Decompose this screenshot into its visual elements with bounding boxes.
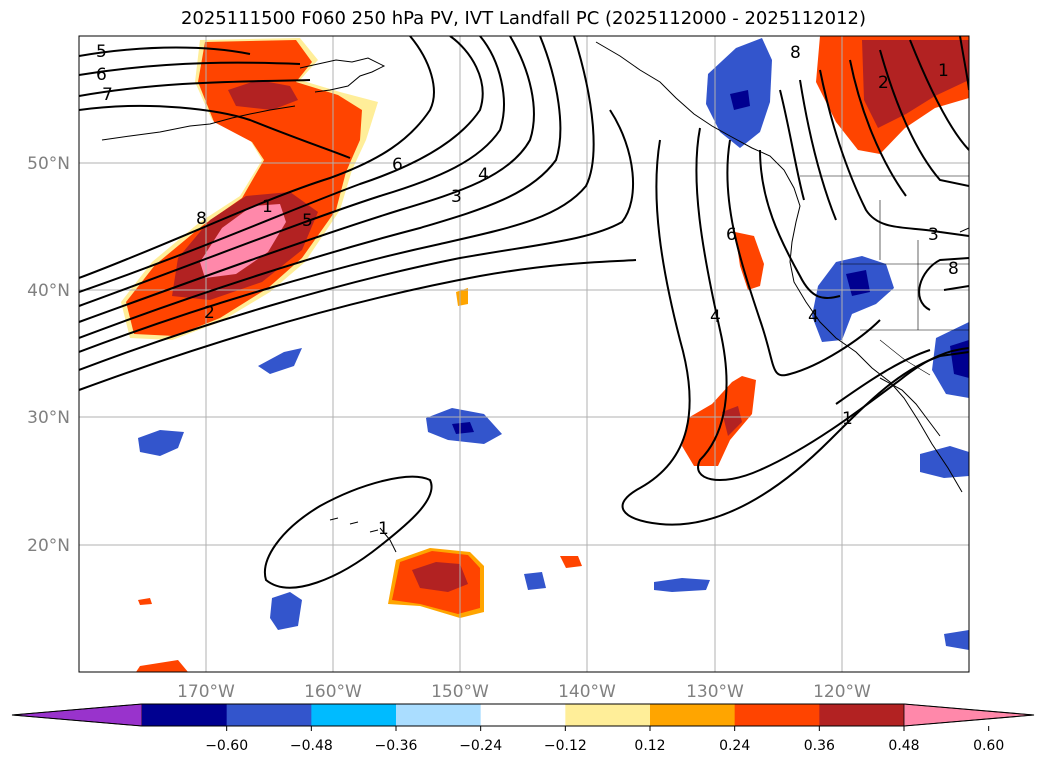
contour-label: 1 xyxy=(938,61,949,81)
map-frame xyxy=(78,35,970,673)
contour-label: 1 xyxy=(842,409,853,429)
contour-labels: 5 6 7 6 4 3 1 8 5 2 8 1 4 6 4 1 2 1 3 8 xyxy=(96,42,959,539)
colorbar-tick-label: 0.36 xyxy=(804,738,835,754)
negative-anomaly-west xyxy=(138,430,184,456)
contour-label: 7 xyxy=(102,85,113,105)
colorbar-tick-label: 0.48 xyxy=(888,738,919,754)
negative-anomaly-hawaii-w xyxy=(270,592,302,630)
contour-label: 6 xyxy=(96,65,107,85)
contour-label: 4 xyxy=(478,165,489,185)
colorbar-tick-label: −0.60 xyxy=(205,738,248,754)
colorbar-tick-label: −0.48 xyxy=(290,738,333,754)
contour-label: 2 xyxy=(204,303,215,323)
negative-anomaly-se xyxy=(944,630,969,650)
colorbar-segment xyxy=(142,704,228,726)
colorbar-segment xyxy=(226,704,312,726)
contour-label: 3 xyxy=(928,225,939,245)
lat-label: 40°N xyxy=(27,281,70,301)
coastlines xyxy=(101,41,969,553)
colorbar-segment xyxy=(565,704,651,726)
negative-anomaly-canada-core xyxy=(730,90,750,110)
colorbar-extend-low xyxy=(11,703,143,727)
positive-anomaly-dot xyxy=(456,288,468,306)
longitude-labels: 170°W 160°W 150°W 140°W 130°W 120°W xyxy=(177,682,871,702)
lon-label: 140°W xyxy=(558,682,616,702)
positive-anomaly-hawaii-core xyxy=(412,562,468,592)
negative-anomaly-east xyxy=(932,322,969,398)
colorbar: −0.60 −0.48 −0.36 −0.24 −0.12 0.12 0.24 0.36 0.4… xyxy=(11,703,1035,754)
contour-label: 1 xyxy=(262,197,273,217)
positive-anomaly-coast xyxy=(735,232,764,290)
lon-label: 170°W xyxy=(177,682,235,702)
positive-anomaly-south xyxy=(682,376,756,466)
contour-label: 4 xyxy=(710,307,721,327)
positive-anomaly-spot xyxy=(138,598,152,605)
negative-anomaly-small-w xyxy=(258,348,302,374)
contour-label: 8 xyxy=(948,259,959,279)
negative-anomaly-mid-core xyxy=(452,422,474,434)
contour-label: 5 xyxy=(302,211,313,231)
lon-label: 120°W xyxy=(813,682,871,702)
colorbar-segment xyxy=(734,704,820,726)
contour-label: 1 xyxy=(378,519,389,539)
lat-label: 20°N xyxy=(27,536,70,556)
latitude-labels: 50°N 40°N 30°N 20°N xyxy=(27,154,70,556)
colorbar-tick-label: 0.24 xyxy=(719,738,750,754)
contour-label: 6 xyxy=(726,225,737,245)
colorbar-segment xyxy=(650,704,736,726)
positive-anomaly-ne-core xyxy=(862,40,969,128)
country-borders xyxy=(800,175,969,376)
contour-label: 5 xyxy=(96,42,107,62)
lon-label: 160°W xyxy=(304,682,362,702)
map-area: 5 6 7 6 4 3 1 8 5 2 8 1 4 6 4 1 2 1 3 8 xyxy=(79,36,969,672)
contour-label: 8 xyxy=(790,43,801,63)
lat-label: 30°N xyxy=(27,408,70,428)
negative-anomaly-south-e xyxy=(654,578,710,592)
positive-anomaly-north xyxy=(228,80,298,110)
map-title: 2025111500 F060 250 hPa PV, IVT Landfall… xyxy=(180,8,867,29)
contour-label: 3 xyxy=(451,187,462,207)
lon-label: 150°W xyxy=(431,682,489,702)
gridlines xyxy=(79,36,969,672)
negative-anomaly-hawaii-e xyxy=(524,572,546,590)
colorbar-extend-high xyxy=(903,703,1035,727)
pv-contours xyxy=(79,36,969,589)
filled-anomalies xyxy=(121,36,969,672)
positive-anomaly-small xyxy=(560,556,582,568)
colorbar-tick-label: −0.24 xyxy=(459,738,502,754)
positive-anomaly-sw xyxy=(136,660,188,672)
colorbar-tick-label: 0.60 xyxy=(973,738,1004,754)
colorbar-tick-label: −0.12 xyxy=(544,738,587,754)
positive-anomaly-south-core xyxy=(722,406,742,436)
contour-label: 2 xyxy=(878,73,889,93)
colorbar-segment xyxy=(311,704,397,726)
contour-label: 6 xyxy=(392,155,403,175)
negative-anomaly-california xyxy=(812,256,894,342)
colorbar-segment xyxy=(480,704,566,726)
contour-label: 8 xyxy=(196,209,207,229)
colorbar-tick-label: −0.36 xyxy=(375,738,418,754)
contour-label: 4 xyxy=(808,307,819,327)
colorbar-segment xyxy=(396,704,482,726)
colorbar-segment xyxy=(819,704,905,726)
colorbar-outline xyxy=(11,703,1035,727)
colorbar-tick-label: 0.12 xyxy=(634,738,665,754)
lon-label: 130°W xyxy=(686,682,744,702)
lat-label: 50°N xyxy=(27,154,70,174)
